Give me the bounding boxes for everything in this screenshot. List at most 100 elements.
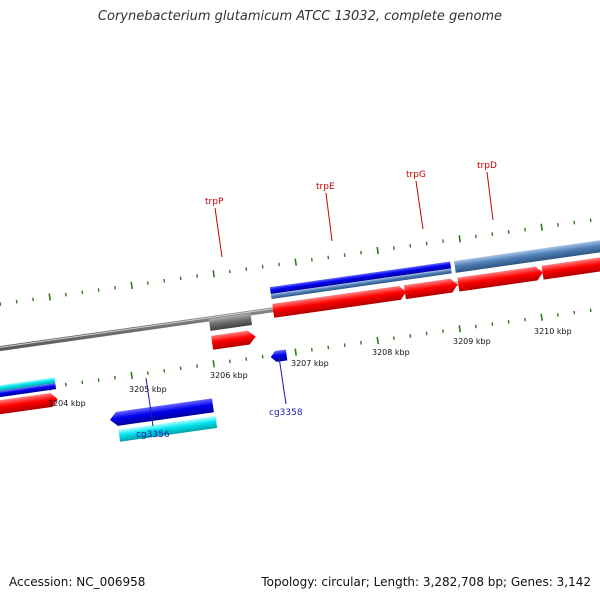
minor-tick bbox=[491, 322, 494, 326]
leader-line bbox=[145, 377, 154, 427]
minor-tick bbox=[114, 285, 116, 290]
minor-tick bbox=[179, 366, 182, 371]
leader-line bbox=[278, 356, 287, 405]
minor-tick bbox=[392, 336, 395, 340]
genome-summary-text: Topology: circular; Length: 3,282,708 bp… bbox=[261, 575, 591, 589]
minor-tick bbox=[261, 354, 264, 359]
minor-tick bbox=[556, 223, 559, 227]
minor-tick bbox=[343, 343, 346, 347]
major-tick bbox=[294, 348, 297, 356]
minor-tick bbox=[360, 250, 362, 255]
minor-tick bbox=[360, 340, 362, 345]
minor-tick bbox=[179, 276, 182, 281]
major-tick bbox=[212, 360, 215, 368]
minor-tick bbox=[97, 288, 100, 292]
minor-tick bbox=[589, 308, 592, 313]
leader-line bbox=[486, 171, 494, 221]
minor-tick bbox=[474, 324, 477, 329]
gene-trpE-forward bbox=[272, 285, 406, 318]
minor-tick bbox=[64, 382, 67, 387]
gene-trpP-gray bbox=[208, 313, 253, 331]
tick-label: 3210 kbp bbox=[534, 327, 572, 336]
tick-label: 3208 kbp bbox=[372, 348, 410, 357]
minor-tick bbox=[81, 380, 84, 385]
leader-line bbox=[415, 180, 424, 230]
gene-trpP-forward bbox=[211, 330, 256, 350]
minor-tick bbox=[442, 239, 444, 243]
minor-tick bbox=[524, 227, 526, 232]
minor-tick bbox=[196, 364, 198, 368]
minor-tick bbox=[278, 262, 280, 267]
minor-tick bbox=[573, 220, 576, 225]
gene-label-trpP: trpP bbox=[205, 197, 224, 207]
minor-tick bbox=[343, 253, 346, 257]
minor-tick bbox=[81, 290, 84, 295]
major-tick bbox=[458, 325, 461, 333]
tick-label: 3206 kbp bbox=[210, 371, 248, 380]
minor-tick bbox=[442, 329, 444, 333]
minor-tick bbox=[97, 378, 100, 382]
minor-tick bbox=[409, 334, 412, 338]
minor-tick bbox=[327, 255, 330, 260]
minor-tick bbox=[64, 292, 67, 297]
leader-line bbox=[325, 192, 333, 242]
major-tick bbox=[540, 313, 543, 321]
minor-tick bbox=[0, 302, 2, 306]
minor-tick bbox=[409, 244, 412, 248]
gene-label-trpG: trpG bbox=[406, 170, 426, 180]
tick-label: 3204 kbp bbox=[48, 399, 86, 408]
major-tick bbox=[458, 235, 461, 243]
minor-tick bbox=[556, 313, 559, 317]
accession-text: Accession: NC_006958 bbox=[9, 575, 146, 589]
gene-trpG-forward bbox=[403, 278, 458, 300]
major-tick bbox=[294, 258, 297, 266]
minor-tick bbox=[507, 230, 510, 234]
gene-label-trpD: trpD bbox=[477, 161, 497, 171]
gene-cg3356-cyan bbox=[118, 416, 218, 442]
minor-tick bbox=[228, 359, 231, 364]
gene-forward-left bbox=[0, 392, 58, 416]
gene-trpD-forward bbox=[457, 266, 543, 292]
gene-label-cg3356: cg3356 bbox=[136, 430, 170, 440]
minor-tick bbox=[163, 278, 166, 283]
gene-forward-right bbox=[541, 255, 600, 280]
gene-cg3356-reverse bbox=[109, 398, 214, 426]
tick-label: 3209 kbp bbox=[453, 337, 491, 346]
minor-tick bbox=[114, 375, 116, 380]
gene-label-trpE: trpE bbox=[316, 182, 335, 192]
minor-tick bbox=[163, 368, 166, 373]
minor-tick bbox=[491, 232, 494, 236]
minor-tick bbox=[196, 274, 198, 278]
gene-label-cg3358: cg3358 bbox=[269, 408, 303, 418]
major-tick bbox=[48, 293, 51, 301]
gene-reverse-left bbox=[0, 383, 57, 399]
gene-layer bbox=[0, 238, 600, 442]
tick-row-upper bbox=[0, 218, 592, 306]
minor-tick bbox=[146, 281, 149, 285]
top-gene-labels: trpP trpE trpG trpD bbox=[205, 161, 497, 258]
minor-tick bbox=[228, 269, 231, 274]
minor-tick bbox=[261, 264, 264, 269]
map-title: Corynebacterium glutamicum ATCC 13032, c… bbox=[97, 9, 503, 24]
minor-tick bbox=[245, 267, 248, 271]
gene-cg3358-reverse bbox=[270, 349, 288, 362]
minor-tick bbox=[146, 371, 149, 375]
major-tick bbox=[540, 223, 543, 231]
minor-tick bbox=[524, 317, 526, 322]
minor-tick bbox=[425, 331, 428, 336]
gene-trpE-steel bbox=[270, 268, 452, 299]
tick-labels: 3204 kbp 3205 kbp 3206 kbp 3207 kbp 3208… bbox=[48, 327, 572, 408]
bottom-gene-labels: cg3356 cg3358 bbox=[136, 356, 303, 440]
minor-tick bbox=[573, 310, 576, 315]
gene-trpD-steel bbox=[454, 238, 600, 273]
minor-tick bbox=[474, 234, 477, 239]
minor-tick bbox=[245, 357, 248, 361]
minor-tick bbox=[589, 218, 592, 223]
tick-row-lower bbox=[0, 308, 592, 396]
minor-tick bbox=[310, 257, 313, 262]
minor-tick bbox=[310, 347, 313, 352]
minor-tick bbox=[327, 345, 330, 350]
major-tick bbox=[376, 336, 379, 345]
minor-tick bbox=[392, 246, 395, 250]
